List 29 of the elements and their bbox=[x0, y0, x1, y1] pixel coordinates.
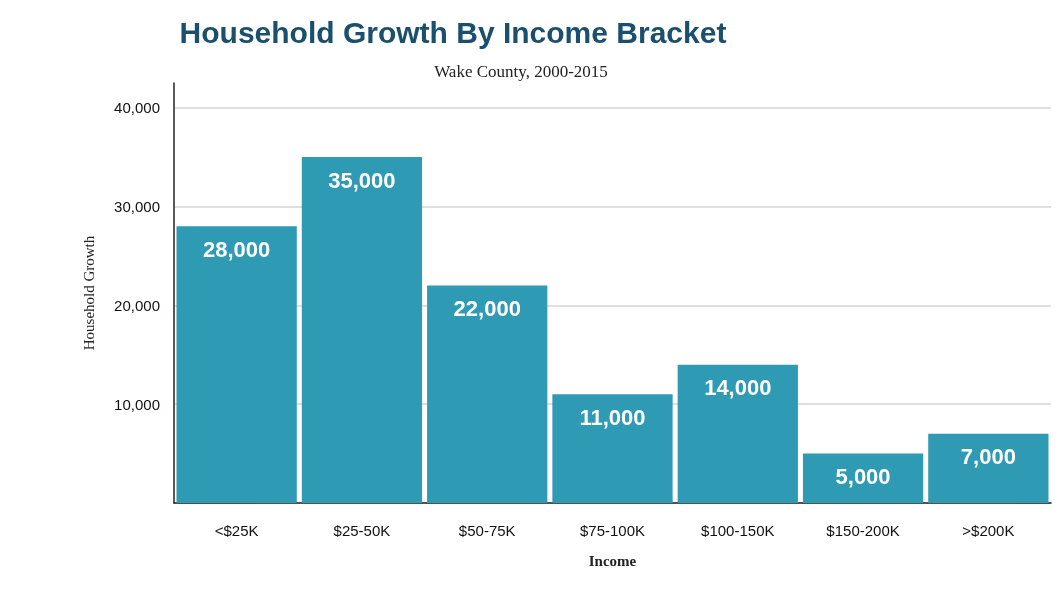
y-tick-label: 40,000 bbox=[114, 99, 160, 117]
data-label: 28,000 bbox=[202, 236, 271, 262]
data-label: 22,000 bbox=[453, 296, 521, 322]
y-axis-title: Household Growth bbox=[80, 235, 97, 351]
x-tick-label: $25-50K bbox=[333, 522, 391, 539]
x-tick-label: >$200K bbox=[962, 522, 1015, 539]
bar bbox=[802, 453, 924, 503]
y-tick-label: 10,000 bbox=[114, 395, 160, 413]
x-tick-label: <$25K bbox=[214, 522, 259, 539]
y-tick-label: 20,000 bbox=[114, 296, 160, 314]
x-tick-label: $50-75K bbox=[458, 522, 516, 539]
bar bbox=[427, 285, 548, 503]
chart-title: Household Growth By Income Bracket bbox=[179, 15, 727, 49]
bar bbox=[176, 226, 297, 503]
bar bbox=[677, 364, 798, 503]
x-tick-label: $75-100K bbox=[579, 522, 646, 539]
chart-subtitle: Wake County, 2000-2015 bbox=[434, 62, 608, 81]
x-tick-label: $100-150K bbox=[701, 522, 775, 539]
y-tick-label: 30,000 bbox=[114, 198, 160, 216]
data-label: 7,000 bbox=[960, 444, 1016, 470]
data-label: 35,000 bbox=[328, 167, 396, 193]
bar bbox=[552, 394, 673, 503]
data-label: 5,000 bbox=[835, 464, 891, 490]
bar bbox=[301, 157, 423, 503]
data-label: 14,000 bbox=[704, 375, 772, 401]
x-axis-title: Income bbox=[588, 552, 637, 569]
data-label: 11,000 bbox=[579, 404, 646, 430]
bar bbox=[928, 433, 1049, 503]
x-tick-label: $150-200K bbox=[826, 522, 900, 539]
